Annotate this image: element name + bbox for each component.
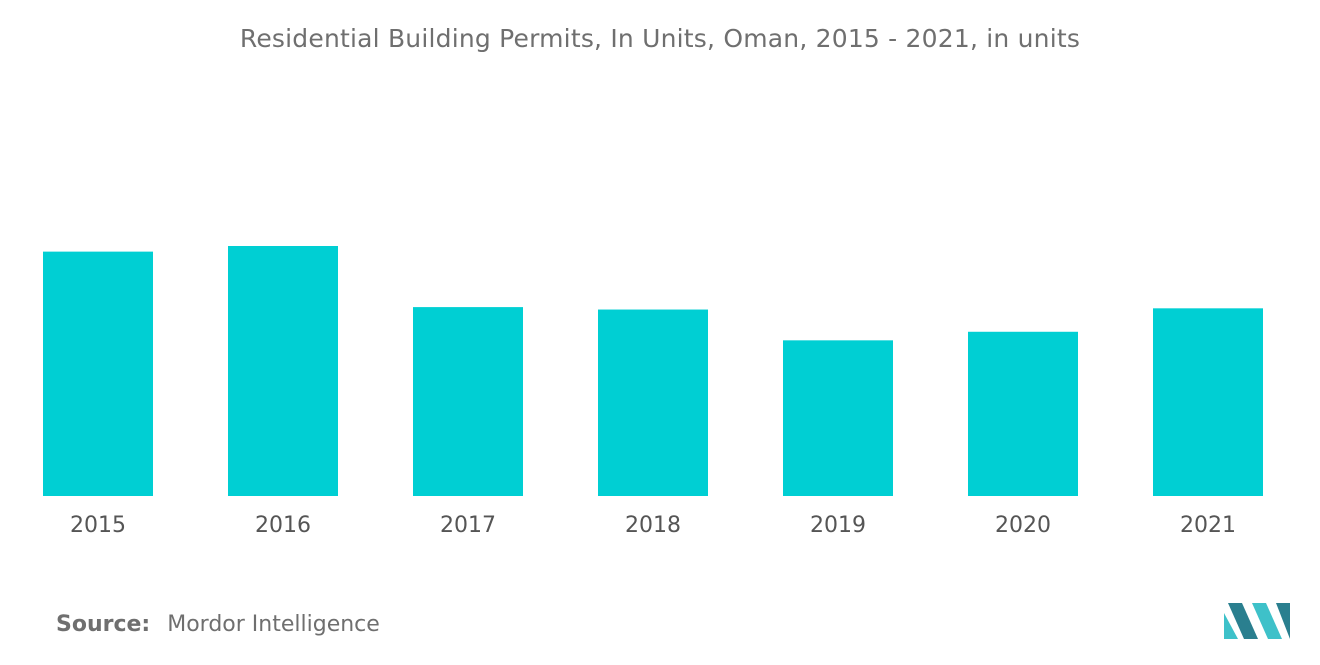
bar-chart: 2015 2016 2017 2018 2019 2020 2021 <box>43 246 1263 538</box>
x-tick-label-2021: 2021 <box>1180 513 1236 538</box>
bar-2016 <box>228 246 338 496</box>
bar-2017 <box>413 307 523 496</box>
x-tick-labels: 2015 2016 2017 2018 2019 2020 2021 <box>70 513 1236 538</box>
source-note: Source: Mordor Intelligence <box>56 612 380 637</box>
x-tick-label-2018: 2018 <box>625 513 681 538</box>
source-text: Mordor Intelligence <box>167 612 380 637</box>
x-tick-label-2016: 2016 <box>255 513 311 538</box>
x-tick-label-2017: 2017 <box>440 513 496 538</box>
source-label: Source: <box>56 612 151 637</box>
x-tick-label-2019: 2019 <box>810 513 866 538</box>
bar-2019 <box>783 340 893 496</box>
bar-2021 <box>1153 308 1263 496</box>
bar-2015 <box>43 251 153 496</box>
bar-2020 <box>968 331 1078 496</box>
x-tick-label-2020: 2020 <box>995 513 1051 538</box>
chart-title: Residential Building Permits, In Units, … <box>239 24 1081 53</box>
x-tick-label-2015: 2015 <box>70 513 126 538</box>
bars-group <box>43 246 1263 496</box>
mordor-intelligence-logo-icon <box>1224 603 1290 639</box>
bar-2018 <box>598 309 708 496</box>
